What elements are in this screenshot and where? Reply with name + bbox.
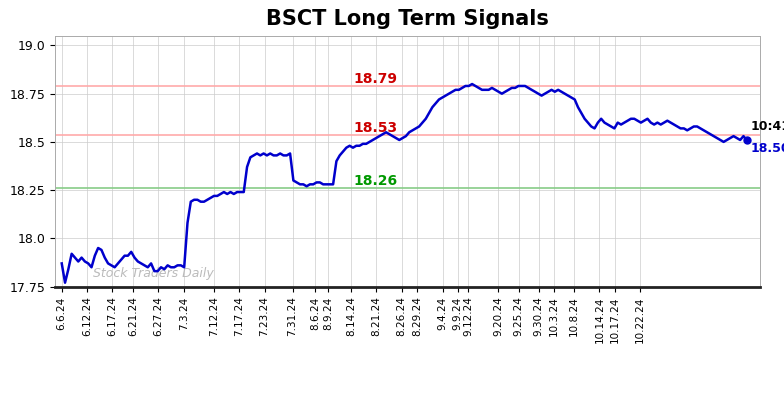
Text: 10:41: 10:41 <box>750 119 784 133</box>
Text: 18.53: 18.53 <box>354 121 398 135</box>
Point <box>741 137 753 143</box>
Text: 18.26: 18.26 <box>354 174 398 188</box>
Text: Stock Traders Daily: Stock Traders Daily <box>93 267 213 280</box>
Text: 18.79: 18.79 <box>354 72 398 86</box>
Title: BSCT Long Term Signals: BSCT Long Term Signals <box>267 9 549 29</box>
Text: 18.5086: 18.5086 <box>750 142 784 155</box>
